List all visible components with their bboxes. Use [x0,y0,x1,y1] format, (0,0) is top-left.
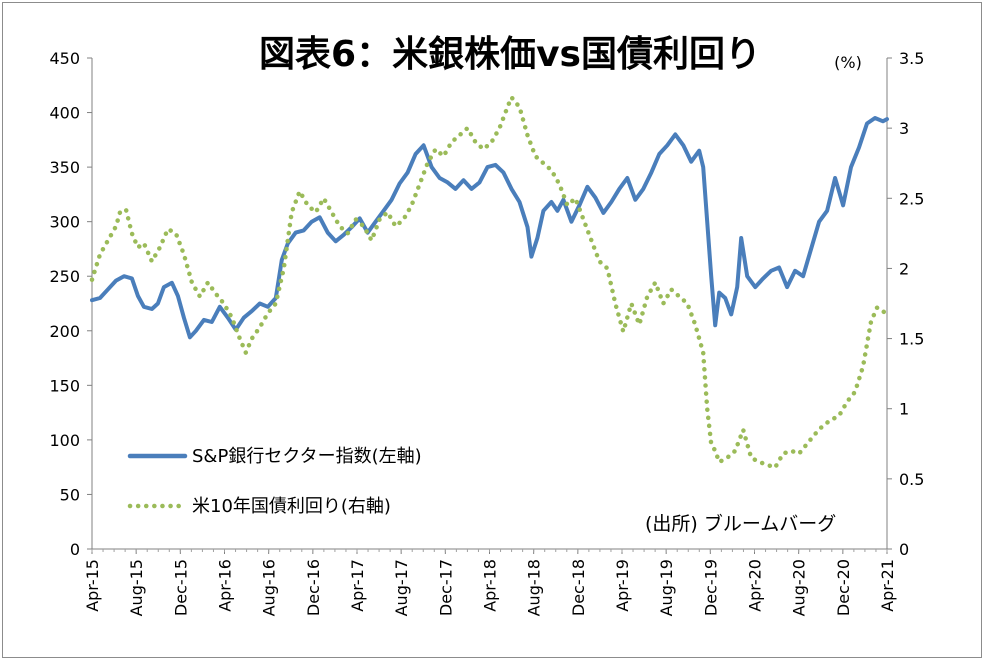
left-axis: 0 50 100 150 200 250 300 350 400 450 [49,49,92,559]
left-tick-label: 100 [49,431,80,450]
right-tick-label: 0.5 [899,470,924,489]
source-note: (出所) ブルームバーグ [645,512,836,535]
x-tick-label: Dec-20 [834,559,853,616]
right-tick-label: 3.5 [899,49,924,68]
x-tick-label: Dec-19 [701,559,720,616]
right-tick-label: 2.5 [899,189,924,208]
x-tick-label: Aug-18 [525,559,544,616]
left-tick-label: 50 [60,485,80,504]
left-tick-label: 250 [49,267,80,286]
right-tick-label: 1.5 [899,330,924,349]
left-tick-label: 150 [49,376,80,395]
x-tick-label: Dec-16 [304,559,323,616]
right-tick-label: 2 [899,259,909,278]
legend: S&P銀行セクター指数(左軸) 米10年国債利回り(右軸) [127,446,422,517]
x-tick-label: Dec-17 [436,559,455,616]
left-tick-label: 300 [49,213,80,232]
x-tick-label: Apr-18 [481,559,500,612]
chart-title: 図表6：米銀株価vs国債利回り [259,34,761,75]
x-tick-label: Apr-19 [613,559,632,612]
x-tick-label: Aug-16 [260,559,279,616]
series-line-treasury-yield [89,95,890,470]
x-tick-label: Dec-15 [171,559,190,616]
left-tick-label: 450 [49,49,80,68]
series-line-bank-index [90,116,889,340]
right-tick-label: 3 [899,119,909,138]
left-tick-label: 350 [49,158,80,177]
plot-area [91,58,888,550]
x-tick-label: Dec-18 [569,559,588,616]
x-tick-label: Aug-17 [392,559,411,616]
x-tick-label: Apr-21 [878,559,897,612]
x-tick-label: Aug-19 [657,559,676,616]
series-layer [89,95,890,470]
x-tick-label: Apr-17 [348,559,367,612]
x-tick-label: Aug-20 [790,559,809,616]
x-tick-label: Apr-15 [83,559,102,612]
x-tick-label: Apr-16 [216,559,235,612]
left-tick-label: 200 [49,322,80,341]
legend-label-treasury-yield: 米10年国債利回り(右軸) [192,496,391,517]
x-tick-label: Aug-15 [127,559,146,616]
left-tick-label: 400 [49,104,80,123]
left-tick-label: 0 [70,540,80,559]
right-tick-label: 1 [899,400,909,419]
right-axis: 0 0.5 1 1.5 2 2.5 3 3.5 [887,49,924,559]
x-axis: Apr-15 Aug-15 Dec-15 Apr-16 Aug-16 Dec-16 Apr-… [83,549,897,616]
x-tick-label: Apr-20 [746,559,765,612]
legend-label-bank-index: S&P銀行セクター指数(左軸) [192,446,422,467]
right-tick-label: 0 [899,540,909,559]
right-axis-unit: (%) [834,53,862,72]
